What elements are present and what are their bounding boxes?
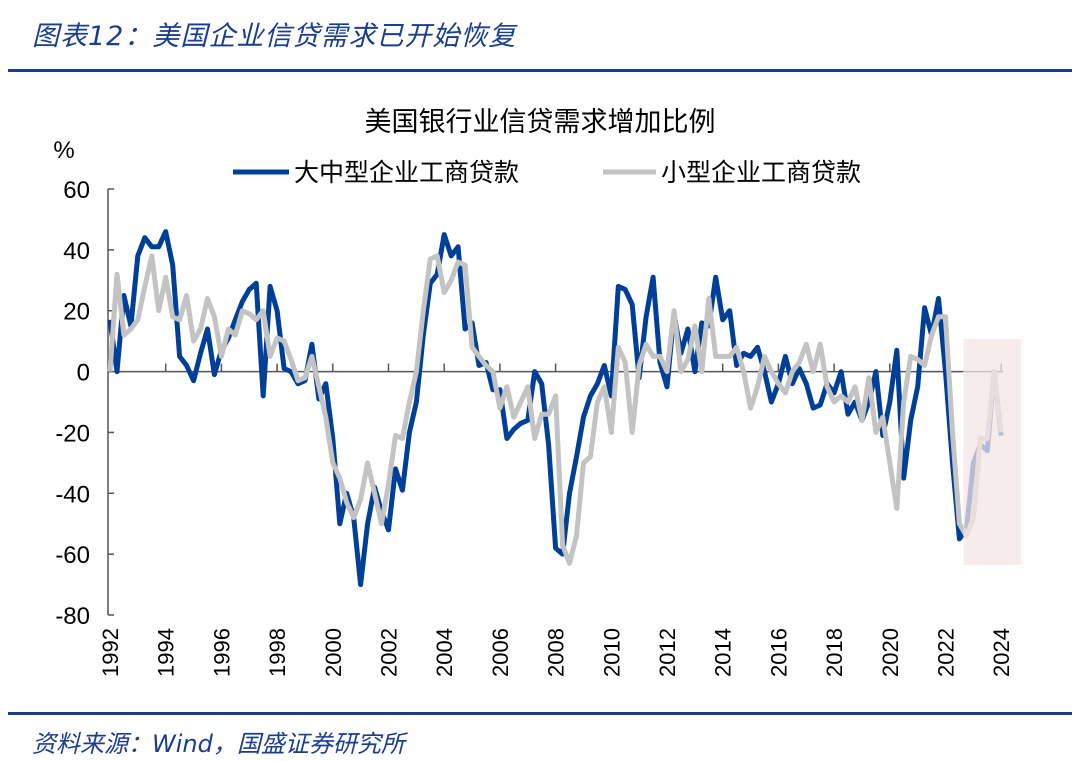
x-tick-label: 2002 <box>377 628 402 677</box>
x-tick-label: 2012 <box>655 628 680 677</box>
highlight-box <box>963 339 1022 565</box>
legend-label-small: 小型企业工商贷款 <box>661 158 861 187</box>
x-tick-label: 1994 <box>154 628 179 677</box>
y-tick-label: 20 <box>63 299 90 326</box>
x-tick-label: 1992 <box>98 628 123 677</box>
series-small-enterprise-line <box>107 253 1004 566</box>
y-tick-label: -80 <box>55 603 90 630</box>
x-tick-label: 2014 <box>711 628 736 677</box>
chart-title: 美国银行业信贷需求增加比例 <box>365 107 716 138</box>
figure-title: 图表12：美国企业信贷需求已开始恢复 <box>32 21 517 52</box>
x-tick-label: 2008 <box>544 628 569 677</box>
x-tick-label: 2018 <box>822 628 847 677</box>
y-tick-label: -60 <box>55 542 90 569</box>
y-axis-unit: % <box>53 137 74 164</box>
x-tick-label: 2004 <box>432 628 457 677</box>
header-divider <box>8 69 1072 72</box>
x-tick-label: 2006 <box>488 628 513 677</box>
legend-label-large: 大中型企业工商贷款 <box>294 158 519 187</box>
x-tick-label: 2020 <box>878 628 903 677</box>
legend: 大中型企业工商贷款 小型企业工商贷款 <box>233 158 861 187</box>
y-tick-label: -20 <box>55 420 90 447</box>
x-tick-label: 2022 <box>934 628 959 677</box>
x-tick-label: 1998 <box>265 628 290 677</box>
x-tick-label: 2024 <box>989 628 1014 677</box>
x-tick-label: 1996 <box>209 628 234 677</box>
x-tick-label: 2000 <box>321 628 346 677</box>
y-tick-label: 60 <box>63 177 90 204</box>
source-note: 资料来源：Wind，国盛证券研究所 <box>32 730 405 758</box>
y-tick-label: 40 <box>63 238 90 265</box>
y-tick-label: -40 <box>55 481 90 508</box>
x-tick-label: 2016 <box>766 628 791 677</box>
x-tick-label: 2010 <box>599 628 624 677</box>
y-tick-label: 0 <box>77 360 90 387</box>
footer-divider <box>8 712 1072 715</box>
